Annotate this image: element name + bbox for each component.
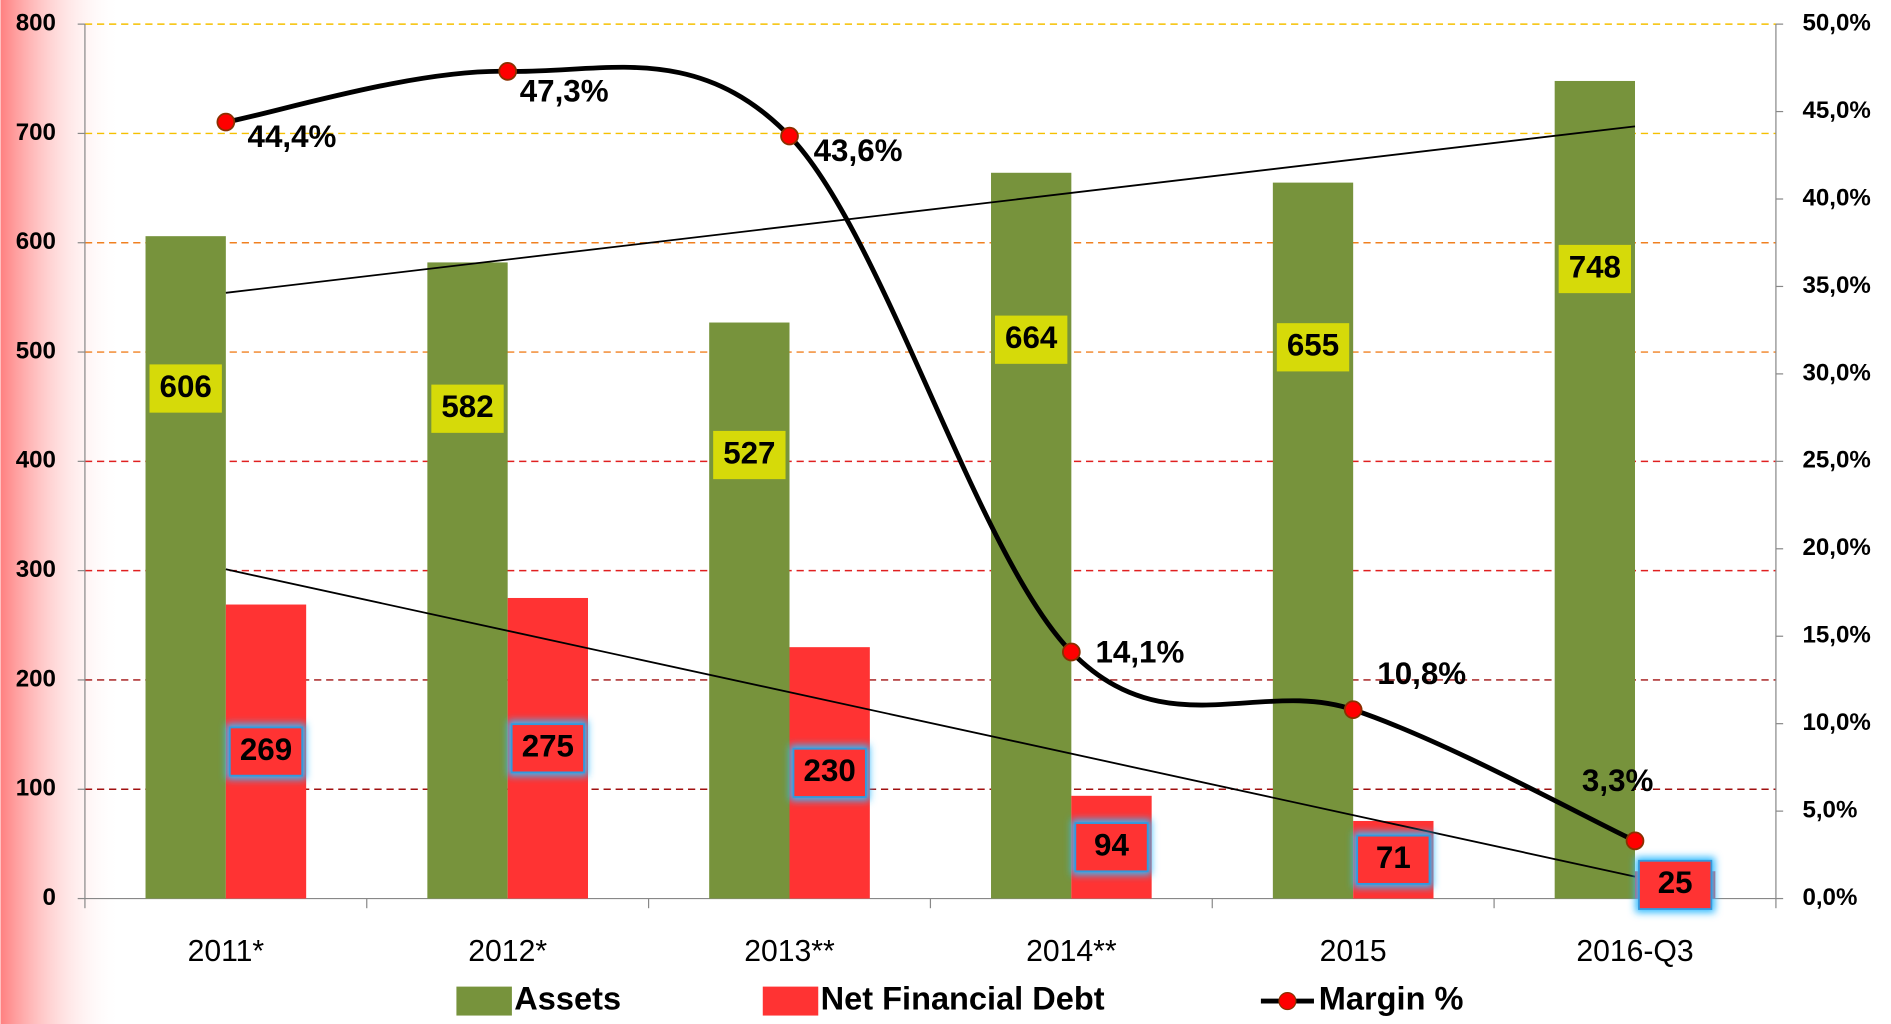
label-box: [1276, 323, 1350, 372]
y-tick-label: 100: [16, 775, 56, 802]
data-label: 94: [1094, 827, 1129, 862]
legend-swatch: [456, 986, 512, 1016]
data-label: 230: [804, 753, 856, 788]
y2-tick-label: 20,0%: [1802, 534, 1870, 561]
legend-label: Assets: [514, 981, 621, 1017]
line: [225, 64, 1637, 844]
legend-label: Margin %: [1319, 981, 1464, 1017]
data-label: 664: [1005, 320, 1058, 355]
data-label: 25: [1658, 865, 1693, 900]
line-marker: [216, 112, 236, 132]
bar: [991, 172, 1072, 899]
data-label: 606: [160, 369, 212, 404]
line-marker: [1343, 700, 1363, 720]
data-label: 527: [723, 435, 775, 470]
y2-tick-label: 5,0%: [1802, 796, 1857, 823]
line-marker: [1061, 642, 1081, 662]
label-box: [149, 364, 222, 413]
y2-tick-label: 35,0%: [1802, 272, 1870, 299]
y-tick-label: 700: [16, 119, 56, 146]
data-label: 3,3%: [1582, 763, 1654, 798]
x-tick-label: 2012*: [468, 935, 547, 968]
data-label: 275: [522, 729, 574, 764]
y-tick-label: 200: [16, 665, 56, 692]
y2-tick-label: 15,0%: [1802, 622, 1870, 649]
legend-swatch: [762, 986, 819, 1016]
y2-tick-label: 45,0%: [1802, 97, 1870, 124]
y2-tick-label: 40,0%: [1802, 184, 1870, 211]
data-label: 44,4%: [248, 119, 337, 154]
label-box: [1558, 244, 1632, 294]
y-tick-label: 400: [16, 447, 56, 474]
label-box: [1638, 859, 1713, 910]
label-box: [431, 384, 504, 433]
y-tick-label: 0: [43, 884, 56, 911]
data-label: 655: [1287, 328, 1339, 363]
data-label: 47,3%: [520, 73, 609, 108]
y-tick-label: 800: [16, 9, 56, 36]
x-tick-label: 2015: [1320, 935, 1387, 968]
x-tick-label: 2016-Q3: [1576, 935, 1693, 968]
bar: [1554, 80, 1636, 899]
background-edge: [0, 0, 122, 1024]
x-tick-label: 2011*: [188, 935, 265, 968]
bar: [1272, 182, 1354, 899]
data-label: 14,1%: [1095, 635, 1184, 670]
y2-tick-label: 50,0%: [1802, 9, 1870, 36]
label-box: [1074, 822, 1149, 873]
label-box: [510, 723, 585, 774]
label-box: [228, 726, 304, 777]
data-label: 748: [1569, 249, 1621, 284]
y2-tick-label: 10,0%: [1802, 709, 1870, 736]
bar: [427, 262, 508, 899]
y-tick-label: 300: [16, 556, 56, 583]
data-label: 582: [441, 389, 493, 424]
y-tick-label: 600: [16, 228, 56, 255]
y2-tick-label: 0,0%: [1802, 884, 1857, 911]
x-tick-label: 2014**: [1026, 935, 1117, 968]
bar: [145, 236, 226, 899]
label-box: [994, 315, 1068, 364]
legend-marker: [1278, 992, 1297, 1011]
data-label: 71: [1376, 840, 1411, 875]
label-box: [713, 430, 786, 480]
trendline: [225, 568, 1636, 878]
y2-tick-label: 25,0%: [1802, 447, 1870, 474]
label-box: [792, 747, 867, 798]
data-label: 10,8%: [1377, 656, 1466, 691]
y2-tick-label: 30,0%: [1802, 359, 1870, 386]
legend-label: Net Financial Debt: [821, 981, 1105, 1017]
x-tick-label: 2013**: [744, 935, 835, 968]
trendline: [225, 125, 1636, 294]
data-label: 269: [240, 732, 292, 767]
bar: [709, 322, 790, 899]
y-tick-label: 500: [16, 337, 56, 364]
data-label: 43,6%: [814, 133, 903, 168]
line-marker: [498, 61, 518, 81]
line-marker: [780, 126, 799, 146]
label-box: [1356, 834, 1431, 885]
line-marker: [1625, 831, 1645, 851]
